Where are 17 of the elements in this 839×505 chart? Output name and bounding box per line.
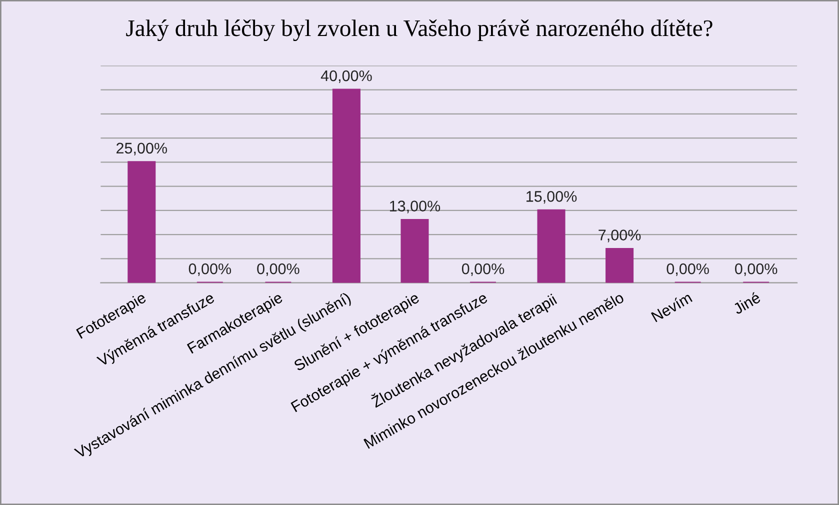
data-label: 0,00%: [735, 263, 778, 276]
bar: [400, 219, 429, 283]
data-label: 13,00%: [390, 200, 440, 214]
bar: [128, 161, 156, 283]
data-label: 0,00%: [257, 263, 300, 276]
data-label: 40,00%: [320, 70, 372, 84]
bar: [537, 209, 566, 283]
data-label: 25,00%: [116, 142, 168, 156]
bar: [606, 248, 634, 283]
data-label: 7,00%: [598, 230, 641, 242]
chart-title: Jaký druh léčby byl zvolen u Vašeho právě narozeného dítěte?: [126, 20, 712, 42]
data-label: 0,00%: [188, 263, 232, 276]
data-label: 15,00%: [526, 191, 577, 204]
bar: [332, 88, 360, 283]
data-label: 0,00%: [462, 263, 504, 276]
x-tick-label: Jiné: [732, 291, 762, 315]
data-label: 0,00%: [666, 263, 709, 276]
